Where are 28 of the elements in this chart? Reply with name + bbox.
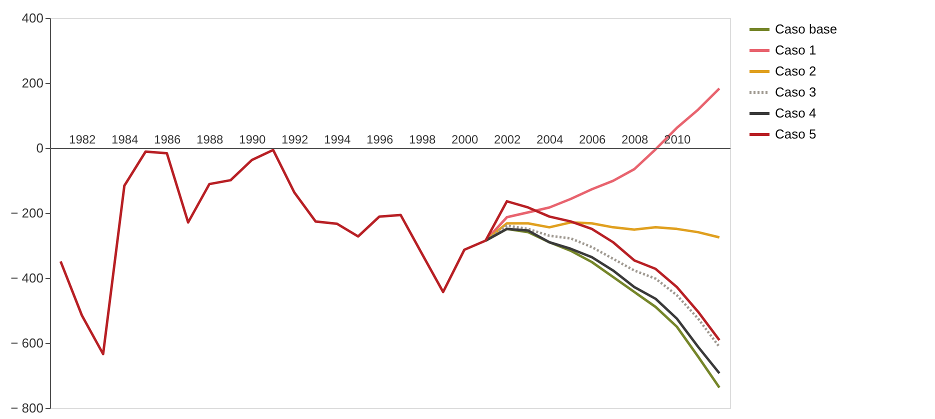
- y-tick-label: − 400: [10, 270, 44, 286]
- x-tick-label: 2010: [664, 132, 692, 146]
- legend-label: Caso 5: [775, 126, 816, 142]
- x-tick-label: 1996: [366, 132, 394, 146]
- legend-label: Caso 2: [775, 64, 816, 78]
- y-tick-label: 200: [22, 76, 44, 90]
- legend-label: Caso 4: [775, 106, 816, 120]
- x-tick-label: 2004: [536, 132, 564, 146]
- x-tick-label: 2000: [452, 132, 479, 146]
- legend-label: Caso 1: [775, 42, 816, 58]
- y-tick-label: 0: [36, 140, 44, 156]
- x-tick-label: 1994: [324, 132, 352, 146]
- y-tick-label: 400: [22, 10, 44, 26]
- x-tick-label: 1982: [69, 132, 96, 146]
- x-tick-label: 1984: [112, 132, 139, 146]
- x-tick-label: 1988: [196, 132, 224, 146]
- y-tick-label: − 200: [10, 206, 44, 220]
- y-tick-label: − 800: [10, 400, 44, 416]
- y-tick-label: − 600: [10, 336, 44, 350]
- x-tick-label: 1992: [282, 132, 309, 146]
- x-tick-label: 2002: [494, 132, 522, 146]
- x-tick-label: 1990: [239, 132, 266, 146]
- legend-label: Caso 3: [775, 84, 816, 100]
- x-tick-label: 1986: [154, 132, 182, 146]
- x-tick-label: 2008: [622, 132, 649, 146]
- x-tick-label: 1998: [409, 132, 436, 146]
- legend-label: Caso base: [775, 22, 838, 36]
- x-tick-label: 2006: [579, 132, 606, 146]
